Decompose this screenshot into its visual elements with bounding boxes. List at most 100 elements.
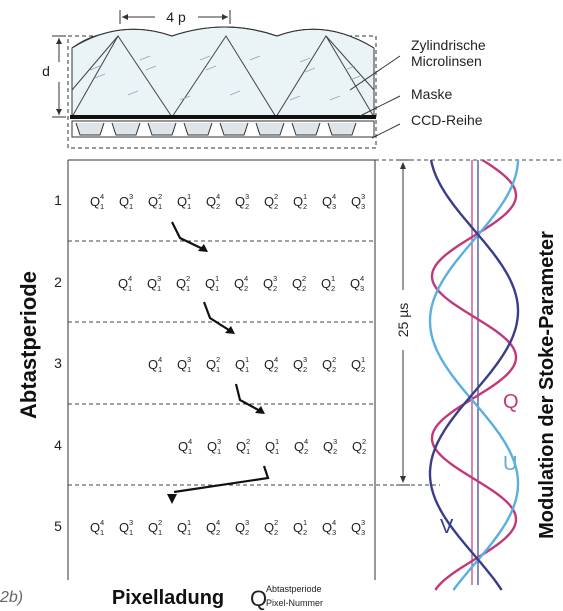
pixel-charge: Q 12 <box>293 192 307 211</box>
pixel-charge: Q 42 <box>294 437 308 456</box>
pixel-charge: Q 32 <box>263 274 277 293</box>
svg-text:Q: Q <box>322 357 332 372</box>
svg-text:2: 2 <box>246 437 250 446</box>
svg-text:Q: Q <box>322 194 332 209</box>
svg-text:Q: Q <box>206 520 216 535</box>
pixel-charge: Q 22 <box>264 518 278 537</box>
svg-text:1: 1 <box>245 365 249 374</box>
svg-text:Q: Q <box>177 357 187 372</box>
svg-text:Q: Q <box>265 439 275 454</box>
pixel-charge: Q 11 <box>177 192 191 211</box>
pixel-charge: Q 31 <box>119 518 133 537</box>
svg-text:Q: Q <box>350 276 360 291</box>
pixel-charge: Q 12 <box>351 355 365 374</box>
mask-layer <box>70 115 376 119</box>
mask-label: Maske <box>411 86 452 102</box>
pixel-charge: Q 22 <box>264 192 278 211</box>
svg-text:2: 2 <box>245 202 249 211</box>
svg-text:1: 1 <box>129 202 133 211</box>
svg-text:Q: Q <box>323 439 333 454</box>
svg-text:2: 2 <box>302 284 306 293</box>
svg-text:3: 3 <box>273 274 277 283</box>
shift-arrow <box>171 221 206 251</box>
pixel-charge: Q 43 <box>322 518 336 537</box>
svg-text:3: 3 <box>157 274 161 283</box>
pixel-charge: Q 21 <box>148 518 162 537</box>
pixel-charge: Q 42 <box>264 355 278 374</box>
period-number: 1 <box>54 192 62 208</box>
pixel-charge: Q 11 <box>177 518 191 537</box>
wave-v <box>428 159 520 591</box>
svg-text:3: 3 <box>333 437 337 446</box>
period-label: 4 p <box>166 9 186 25</box>
svg-text:1: 1 <box>157 284 161 293</box>
svg-text:Q: Q <box>293 520 303 535</box>
svg-text:2: 2 <box>362 437 366 446</box>
pixel-charge: Q 22 <box>292 274 306 293</box>
svg-text:Q: Q <box>119 520 129 535</box>
right-axis-title: Modulation der Stoke-Parameter <box>536 231 558 539</box>
svg-text:4: 4 <box>128 274 132 283</box>
pixel-charge: Q 21 <box>236 437 250 456</box>
svg-text:Q: Q <box>148 520 158 535</box>
pixel-charge: Q 43 <box>322 192 336 211</box>
svg-text:3: 3 <box>361 192 365 201</box>
pixel-charge: Q 32 <box>235 518 249 537</box>
svg-text:1: 1 <box>303 192 307 201</box>
pixel-charge: Q 32 <box>293 355 307 374</box>
svg-text:2: 2 <box>302 274 306 283</box>
svg-text:4: 4 <box>244 274 248 283</box>
pixel-charge: Q 41 <box>118 274 132 293</box>
pixel-charge: Q 32 <box>235 192 249 211</box>
wave-label-q: Q <box>503 391 519 413</box>
svg-text:4: 4 <box>332 518 336 527</box>
time-label: 25 µs <box>395 303 411 338</box>
pixel-charge: Q 31 <box>177 355 191 374</box>
svg-text:4: 4 <box>304 437 308 446</box>
svg-text:1: 1 <box>187 202 191 211</box>
wave-label-u: U <box>503 453 517 475</box>
pixel-charge: Q 41 <box>178 437 192 456</box>
svg-text:1: 1 <box>331 274 335 283</box>
svg-text:Q: Q <box>118 276 128 291</box>
svg-text:2: 2 <box>186 274 190 283</box>
svg-text:Q: Q <box>294 439 304 454</box>
wave-label-v: V <box>440 516 454 538</box>
svg-text:2: 2 <box>245 528 249 537</box>
svg-text:2: 2 <box>361 365 365 374</box>
pixel-charge: Q 12 <box>321 274 335 293</box>
svg-text:4: 4 <box>332 192 336 201</box>
pixel-charge: Q 41 <box>90 192 104 211</box>
svg-text:3: 3 <box>303 355 307 364</box>
pixel-charge: Q 21 <box>206 355 220 374</box>
svg-text:Q: Q <box>351 194 361 209</box>
svg-text:2: 2 <box>216 355 220 364</box>
svg-text:1: 1 <box>158 365 162 374</box>
svg-text:1: 1 <box>187 192 191 201</box>
pixel-charge: Q 31 <box>207 437 221 456</box>
svg-text:2: 2 <box>158 518 162 527</box>
svg-text:2: 2 <box>333 447 337 456</box>
svg-text:2: 2 <box>216 202 220 211</box>
pixel-charge: Q 43 <box>350 274 364 293</box>
pixel-charge: Q 21 <box>148 192 162 211</box>
svg-text:2: 2 <box>158 192 162 201</box>
svg-text:Q: Q <box>147 276 157 291</box>
pixel-charge: Q 33 <box>351 518 365 537</box>
ccd-label: CCD-Reihe <box>411 112 483 128</box>
svg-text:1: 1 <box>100 528 104 537</box>
svg-text:4: 4 <box>158 355 162 364</box>
svg-text:1: 1 <box>275 437 279 446</box>
svg-text:2: 2 <box>274 528 278 537</box>
period-number: 4 <box>54 437 62 453</box>
svg-text:3: 3 <box>332 528 336 537</box>
pixel-charge: Q 11 <box>235 355 249 374</box>
svg-text:Q: Q <box>322 520 332 535</box>
svg-text:Q: Q <box>90 520 100 535</box>
pixel-charge: Q 11 <box>265 437 279 456</box>
svg-text:4: 4 <box>188 437 192 446</box>
svg-text:1: 1 <box>128 284 132 293</box>
figure-tag: 2b) <box>0 589 23 606</box>
svg-text:3: 3 <box>129 518 133 527</box>
svg-text:1: 1 <box>216 365 220 374</box>
